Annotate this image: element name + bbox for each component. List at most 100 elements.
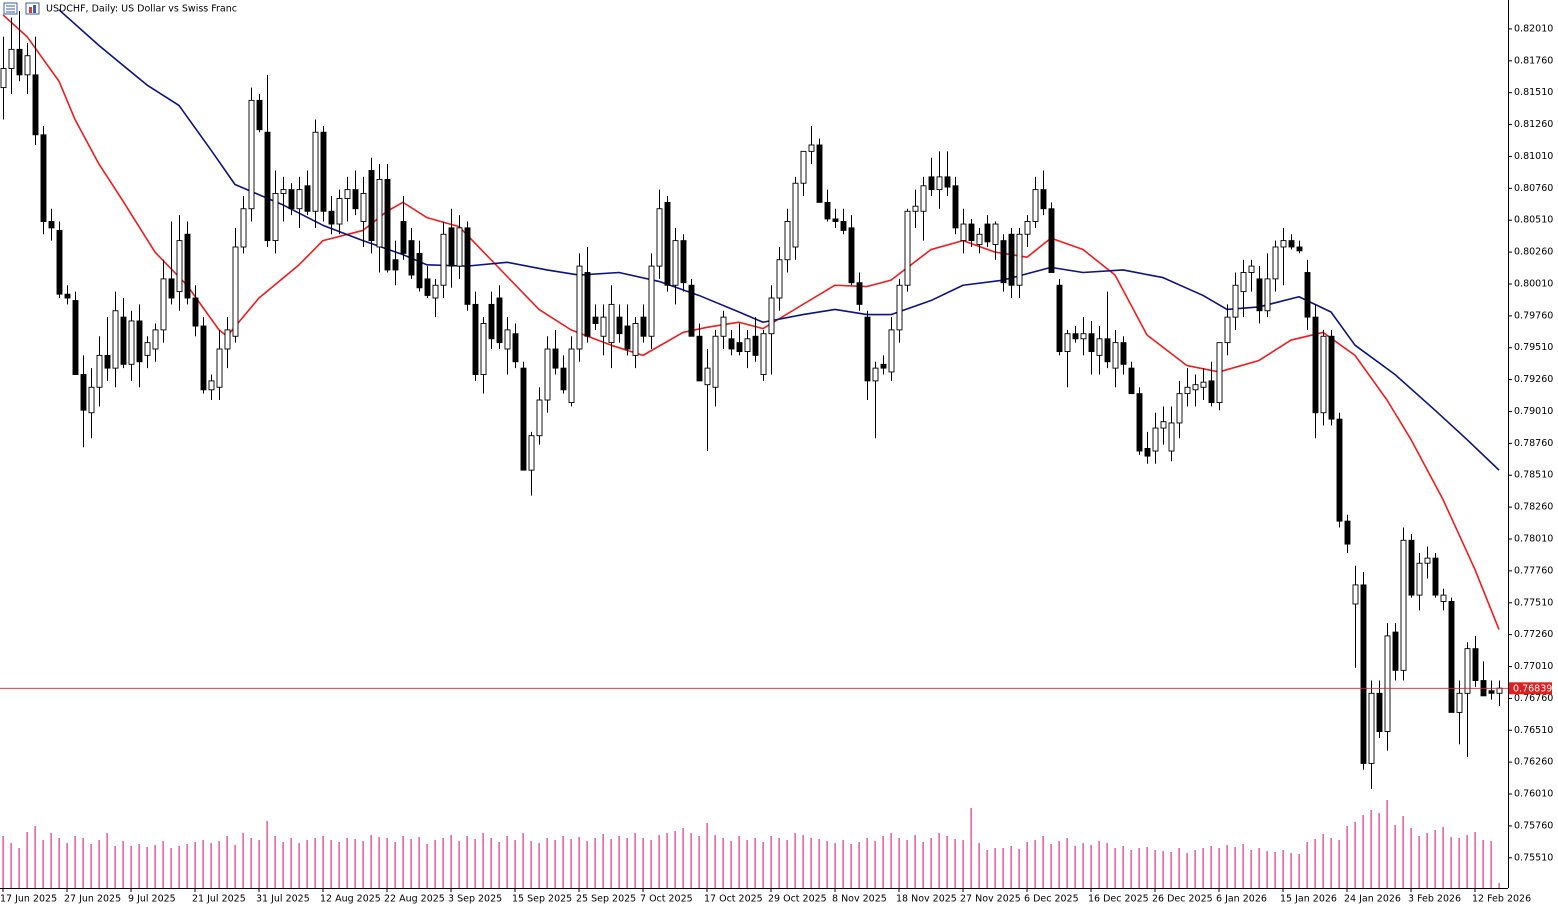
candle-body <box>640 316 647 337</box>
candle-body <box>992 223 999 245</box>
candle-body <box>1408 539 1415 596</box>
volume-bar <box>1194 850 1196 888</box>
candle-body <box>360 192 367 222</box>
candle-body <box>960 223 967 242</box>
volume-bar <box>1354 822 1356 888</box>
volume-bar <box>978 843 980 888</box>
volume-bar <box>1202 848 1204 888</box>
candle-body <box>888 329 895 373</box>
candle-body <box>1432 557 1439 596</box>
candle-body <box>1064 333 1071 353</box>
volume-bar <box>1186 853 1188 888</box>
candle-body <box>1296 246 1303 252</box>
volume-bar <box>658 835 660 888</box>
volume-bar <box>850 844 852 888</box>
y-tick-label: 0.80760 <box>1514 183 1553 194</box>
volume-bar <box>34 826 36 888</box>
candle-body <box>1000 240 1007 284</box>
volume-bar <box>1402 816 1404 888</box>
header-icons <box>3 2 40 15</box>
volume-bar <box>1242 844 1244 888</box>
volume-bar <box>42 840 44 888</box>
candle-body <box>1360 584 1367 764</box>
candle-body <box>1208 380 1215 404</box>
candle-body <box>632 323 639 356</box>
candle-body <box>760 333 767 375</box>
candle-body <box>64 293 71 299</box>
x-tick-label: 15 Jan 2026 <box>1280 894 1337 905</box>
candle-body <box>496 297 503 344</box>
candle-body <box>32 74 39 136</box>
candle-body <box>176 240 183 293</box>
x-tick-label: 3 Feb 2026 <box>1408 894 1461 905</box>
candle-body <box>136 320 143 363</box>
volume-bar <box>786 840 788 888</box>
candle-body <box>1168 422 1175 452</box>
volume-bar <box>402 836 404 888</box>
y-tick-label: 0.79260 <box>1514 374 1553 385</box>
candle-body <box>1344 520 1351 545</box>
volume-bar <box>1146 847 1148 888</box>
candle-body <box>1424 557 1431 564</box>
volume-bar <box>898 838 900 888</box>
volume-bar <box>1338 840 1340 888</box>
candle-body <box>1144 448 1151 457</box>
candle-body <box>1200 381 1207 388</box>
candle-body <box>1320 335 1327 414</box>
candle-body <box>976 233 983 245</box>
volume-bar <box>290 838 292 888</box>
volume-bar <box>1042 836 1044 888</box>
volume-bar <box>1162 851 1164 888</box>
candle-body <box>1048 208 1055 273</box>
y-tick-label: 0.77760 <box>1514 565 1553 576</box>
volume-bars <box>2 800 1500 888</box>
x-tick-label: 22 Aug 2025 <box>384 894 445 905</box>
candle-body <box>1240 272 1247 293</box>
volume-bar <box>738 836 740 888</box>
candle-body <box>680 240 687 284</box>
candle-body <box>600 316 607 337</box>
candle-body <box>792 182 799 248</box>
volume-bar <box>10 843 12 888</box>
volume-bar <box>866 838 868 888</box>
candle-body <box>1176 393 1183 424</box>
volume-bar <box>794 833 796 888</box>
candle-body <box>440 233 447 286</box>
candle-body <box>728 338 735 350</box>
volume-bar <box>530 841 532 888</box>
volume-bar <box>1082 843 1084 888</box>
candle-body <box>200 325 207 391</box>
candle-body <box>1104 338 1111 363</box>
x-tick-label: 18 Nov 2025 <box>896 894 957 905</box>
volume-bar <box>106 833 108 888</box>
x-tick-label: 6 Jan 2026 <box>1216 894 1267 905</box>
candle-body <box>928 176 935 191</box>
volume-bar <box>1010 846 1012 888</box>
candle-body <box>1152 427 1159 452</box>
candle-body <box>208 380 215 391</box>
volume-bar <box>114 846 116 888</box>
candle-body <box>904 210 911 286</box>
volume-bar <box>250 838 252 888</box>
volume-bar <box>282 842 284 888</box>
volume-bar <box>770 836 772 888</box>
candle-body <box>1392 631 1399 671</box>
y-tick-label: 0.75760 <box>1514 820 1553 831</box>
volume-bar <box>138 844 140 888</box>
candle-body <box>1160 421 1167 429</box>
volume-bar <box>698 836 700 888</box>
candle-body <box>1416 562 1423 596</box>
candle-body <box>216 348 223 388</box>
volume-bar <box>346 838 348 888</box>
y-tick-label: 0.81260 <box>1514 119 1553 130</box>
candle-body <box>536 399 543 437</box>
volume-bar <box>642 838 644 888</box>
volume-bar <box>1298 854 1300 888</box>
volume-bar <box>754 838 756 888</box>
candle-body <box>504 329 511 350</box>
candle-body <box>232 246 239 337</box>
volume-bar <box>594 838 596 888</box>
volume-bar <box>146 847 148 888</box>
y-tick-label: 0.78010 <box>1514 533 1553 544</box>
